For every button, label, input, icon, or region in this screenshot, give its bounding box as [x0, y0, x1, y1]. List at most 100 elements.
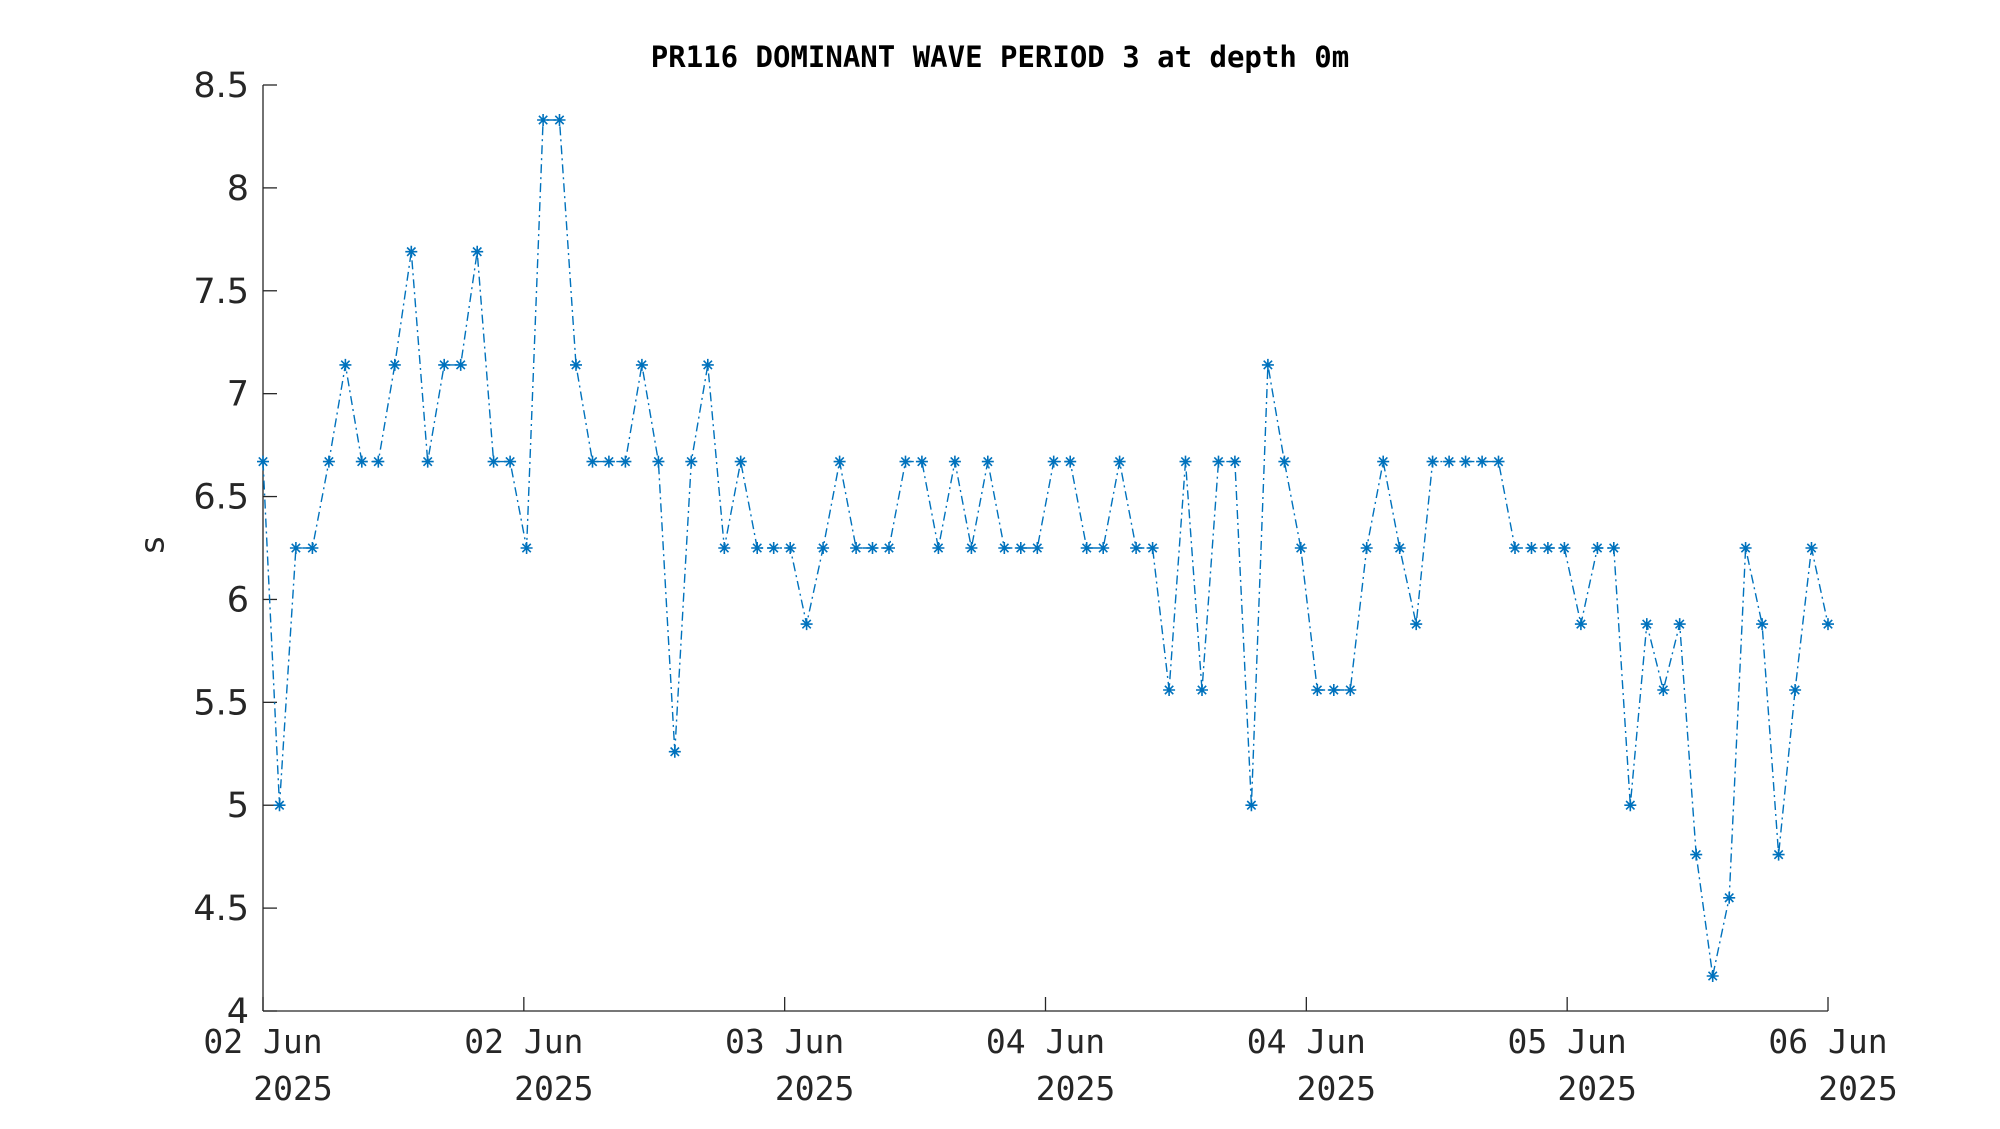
- data-point: [438, 358, 451, 371]
- data-point: [965, 542, 978, 554]
- data-point: [388, 358, 401, 371]
- data-point: [1591, 542, 1604, 554]
- x-tick-label: 04 Jun: [1247, 1022, 1366, 1061]
- asterisk-marker: [1047, 455, 1060, 468]
- asterisk-marker: [1789, 684, 1802, 696]
- data-point: [1443, 455, 1456, 468]
- data-point: [1410, 618, 1423, 631]
- asterisk-marker: [800, 618, 813, 631]
- asterisk-marker: [1261, 358, 1274, 371]
- asterisk-marker: [948, 455, 961, 468]
- asterisk-marker: [1245, 799, 1258, 812]
- asterisk-marker: [1591, 542, 1604, 554]
- data-point: [1822, 618, 1834, 631]
- data-point: [1476, 455, 1489, 468]
- y-tick-label: 4.5: [193, 889, 249, 929]
- y-axis-label: s: [132, 536, 172, 554]
- asterisk-marker: [1657, 684, 1670, 696]
- asterisk-marker: [1163, 684, 1176, 696]
- asterisk-marker: [1031, 542, 1044, 554]
- x-tick-label: 02 Jun: [203, 1022, 322, 1061]
- asterisk-marker: [1541, 542, 1554, 554]
- asterisk-marker: [635, 358, 648, 371]
- data-point: [537, 114, 550, 126]
- asterisk-marker: [339, 358, 352, 371]
- asterisk-marker: [289, 542, 302, 554]
- data-point: [899, 455, 912, 468]
- asterisk-marker: [1706, 970, 1719, 982]
- axes: 4 4.5 5 5.5 6 6.5 7 7.5 8 8.5 02 Jun 2025 02 Jun 2025…: [193, 66, 1897, 1108]
- x-tick-label: 04 Jun: [986, 1022, 1105, 1061]
- data-point: [1525, 542, 1538, 554]
- asterisk-marker: [306, 542, 319, 554]
- data-point: [1014, 542, 1027, 554]
- chart-title: PR116 DOMINANT WAVE PERIOD 3 at depth 0m: [650, 40, 1350, 74]
- asterisk-marker: [1377, 455, 1390, 468]
- data-point: [257, 455, 269, 468]
- data-point: [1607, 542, 1620, 554]
- data-point: [405, 245, 418, 258]
- data-point: [1541, 542, 1554, 554]
- asterisk-marker: [405, 245, 418, 258]
- x-tick-label-year: 2025: [1818, 1069, 1897, 1108]
- asterisk-marker: [553, 114, 566, 126]
- data-point: [553, 114, 566, 126]
- y-tick-label: 5.5: [193, 683, 249, 723]
- asterisk-marker: [1311, 684, 1324, 696]
- asterisk-marker: [1196, 684, 1208, 696]
- data-point: [1278, 455, 1291, 468]
- data-point: [1196, 684, 1208, 696]
- asterisk-marker: [1426, 455, 1439, 468]
- asterisk-marker: [1558, 542, 1571, 554]
- data-point: [800, 618, 813, 631]
- data-point: [1558, 542, 1571, 554]
- asterisk-marker: [1014, 542, 1027, 554]
- asterisk-marker: [1097, 542, 1110, 554]
- asterisk-marker: [570, 358, 582, 371]
- asterisk-marker: [1756, 618, 1769, 631]
- asterisk-marker: [767, 542, 780, 554]
- data-point: [1113, 455, 1126, 468]
- asterisk-marker: [1492, 455, 1505, 468]
- data-point: [1080, 542, 1093, 554]
- asterisk-marker: [1064, 455, 1077, 468]
- data-point: [817, 542, 830, 554]
- data-point: [767, 542, 780, 554]
- data-point: [355, 455, 368, 468]
- x-tick-label-year: 2025: [775, 1069, 854, 1108]
- data-point: [1673, 618, 1686, 631]
- asterisk-marker: [833, 455, 846, 468]
- asterisk-marker: [520, 542, 533, 554]
- data-point: [487, 455, 500, 468]
- asterisk-marker: [1574, 618, 1587, 631]
- asterisk-marker: [718, 542, 731, 554]
- data-point: [1344, 684, 1357, 696]
- asterisk-marker: [1739, 542, 1752, 554]
- asterisk-marker: [1344, 684, 1357, 696]
- data-point: [1509, 542, 1521, 554]
- asterisk-marker: [685, 455, 698, 468]
- asterisk-marker: [471, 245, 484, 258]
- y-tick-label: 8.5: [193, 66, 249, 106]
- data-point: [1261, 358, 1274, 371]
- asterisk-marker: [1130, 542, 1143, 554]
- asterisk-marker: [602, 455, 615, 468]
- data-point: [504, 455, 517, 468]
- data-point: [306, 542, 319, 554]
- asterisk-marker: [1080, 542, 1093, 554]
- data-point: [866, 542, 879, 554]
- data-point: [685, 455, 698, 468]
- asterisk-marker: [322, 455, 335, 468]
- asterisk-marker: [1393, 542, 1406, 554]
- data-point: [932, 542, 945, 554]
- data-point: [718, 542, 731, 554]
- y-tick-label: 6.5: [193, 478, 249, 518]
- data-point: [1574, 618, 1587, 631]
- data-point: [1393, 542, 1406, 554]
- data-point: [948, 455, 961, 468]
- data-point: [1327, 684, 1340, 696]
- data-point: [1706, 970, 1719, 982]
- asterisk-marker: [537, 114, 550, 126]
- data-point: [602, 455, 615, 468]
- asterisk-marker: [1607, 542, 1620, 554]
